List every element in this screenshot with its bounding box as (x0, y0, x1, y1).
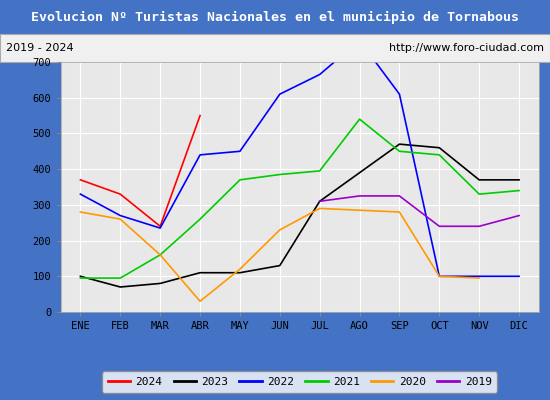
Text: http://www.foro-ciudad.com: http://www.foro-ciudad.com (389, 43, 544, 53)
Legend: 2024, 2023, 2022, 2021, 2020, 2019: 2024, 2023, 2022, 2021, 2020, 2019 (102, 372, 497, 393)
Text: 2019 - 2024: 2019 - 2024 (6, 43, 73, 53)
Text: Evolucion Nº Turistas Nacionales en el municipio de Tornabous: Evolucion Nº Turistas Nacionales en el m… (31, 10, 519, 24)
